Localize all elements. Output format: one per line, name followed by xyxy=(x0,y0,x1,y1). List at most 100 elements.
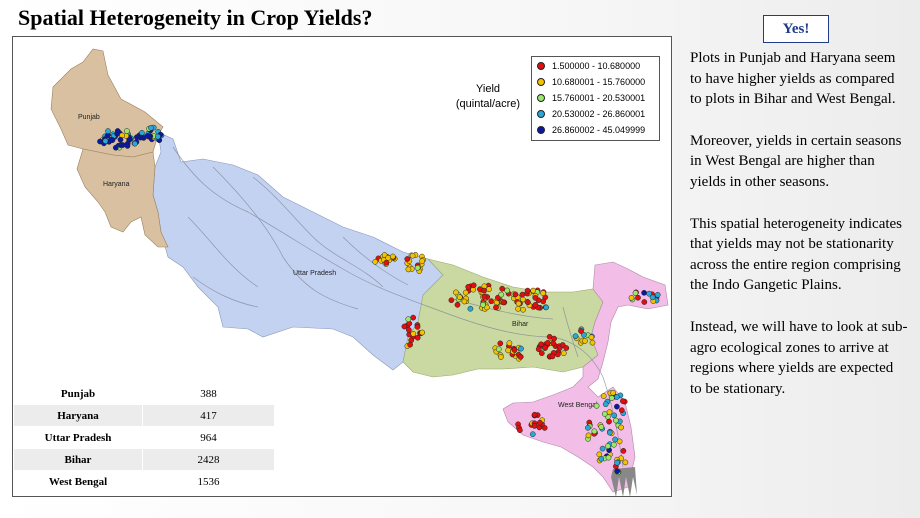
plot-point xyxy=(602,401,609,408)
plot-point xyxy=(456,294,463,301)
plot-point xyxy=(618,424,624,431)
plot-point xyxy=(517,354,524,360)
note-4: Instead, we will have to look at sub-agr… xyxy=(690,318,908,397)
plot-point xyxy=(385,255,391,261)
state-name-cell: Punjab xyxy=(13,382,143,405)
plot-point xyxy=(598,424,605,430)
label-punjab: Punjab xyxy=(78,114,100,121)
plot-point xyxy=(145,132,151,139)
plot-point xyxy=(410,314,417,321)
plot-point xyxy=(532,294,539,301)
plot-point xyxy=(549,353,556,360)
legend-label: 1.500000 - 10.680000 xyxy=(552,61,641,71)
plot-point xyxy=(541,425,548,431)
plot-point xyxy=(515,300,522,307)
plot-point xyxy=(481,287,487,294)
plot-point xyxy=(601,411,608,417)
plot-point xyxy=(461,298,468,305)
yield-axis-label: Yield (quintal/acre) xyxy=(445,82,531,112)
plot-point xyxy=(606,429,613,436)
plot-point xyxy=(581,331,587,338)
plot-point xyxy=(480,301,486,308)
plot-point xyxy=(481,293,488,300)
plot-point xyxy=(114,131,121,137)
note-3: This spatial heterogeneity indicates tha… xyxy=(690,215,903,294)
table-row: Uttar Pradesh 964 xyxy=(13,426,275,449)
plot-count-table: Punjab 388 Haryana 417 Uttar Pradesh 964 Bihar… xyxy=(13,382,275,493)
plot-point xyxy=(499,285,506,292)
legend-item: 20.530002 - 26.860001 xyxy=(532,106,659,122)
plot-point xyxy=(646,290,652,297)
plot-point xyxy=(578,328,584,334)
plot-point xyxy=(117,136,124,143)
plot-point xyxy=(606,409,613,416)
plot-point xyxy=(108,136,114,143)
plot-point xyxy=(132,140,138,147)
table-row: Bihar 2428 xyxy=(13,448,275,471)
plot-point xyxy=(585,432,592,439)
plot-count-cell: 388 xyxy=(142,382,275,405)
plot-point xyxy=(462,289,469,296)
plot-point xyxy=(628,294,635,301)
plot-point xyxy=(518,345,524,352)
plot-point xyxy=(506,340,513,346)
plot-point xyxy=(606,418,612,425)
plot-point xyxy=(498,291,505,298)
plot-point xyxy=(405,327,412,333)
plot-point xyxy=(454,301,461,308)
answer-badge: Yes! xyxy=(763,15,829,43)
plot-point xyxy=(148,125,154,131)
yield-label-line1: Yield xyxy=(475,83,501,95)
plot-point xyxy=(465,284,472,290)
plot-point xyxy=(525,299,531,306)
plot-point xyxy=(572,333,579,340)
plot-point xyxy=(372,258,379,265)
legend-item: 10.680001 - 15.760000 xyxy=(532,74,659,90)
plot-point xyxy=(137,134,144,141)
plot-point xyxy=(520,306,526,313)
plot-point xyxy=(551,335,557,342)
legend-label: 10.680001 - 15.760000 xyxy=(552,77,646,87)
plot-point xyxy=(560,350,567,357)
plot-point xyxy=(618,407,625,414)
plot-point xyxy=(105,128,111,134)
plot-point xyxy=(515,305,521,312)
plot-point xyxy=(524,287,531,294)
plot-point xyxy=(495,346,502,353)
plot-point xyxy=(588,334,595,341)
plot-point xyxy=(538,341,544,348)
plot-point xyxy=(467,305,474,312)
plot-point xyxy=(419,329,426,336)
plot-point xyxy=(600,393,607,399)
plot-point xyxy=(155,133,161,140)
legend-label: 15.760001 - 20.530001 xyxy=(552,93,646,103)
plot-point xyxy=(405,316,412,323)
legend-label: 20.530002 - 26.860001 xyxy=(552,109,646,119)
yield-legend: 1.500000 - 10.680000 10.680001 - 15.76000… xyxy=(531,56,660,141)
plot-point xyxy=(531,411,538,418)
plot-point xyxy=(139,129,145,136)
plot-point xyxy=(544,339,551,346)
plot-point xyxy=(550,340,557,347)
plot-point xyxy=(414,264,421,271)
plot-points xyxy=(97,124,661,476)
plot-count-cell: 2428 xyxy=(142,448,275,471)
label-west-bengal: West Bengal xyxy=(558,402,598,409)
note-1: Plots in Punjab and Haryana seem to have… xyxy=(690,50,896,108)
plot-point xyxy=(605,443,611,449)
plot-point xyxy=(529,431,536,438)
plot-point xyxy=(649,294,656,301)
plot-point xyxy=(538,350,545,357)
plot-point xyxy=(102,138,109,144)
plot-point xyxy=(613,417,619,424)
plot-point xyxy=(505,347,511,354)
plot-point xyxy=(613,394,620,400)
legend-swatch xyxy=(537,78,545,86)
plot-point xyxy=(641,289,647,296)
legend-item: 15.760001 - 20.530001 xyxy=(532,90,659,106)
legend-label: 26.860002 - 45.049999 xyxy=(552,125,646,135)
plot-point xyxy=(593,402,600,409)
plot-point xyxy=(519,291,526,298)
plot-point xyxy=(497,340,504,347)
plot-point xyxy=(641,299,648,305)
